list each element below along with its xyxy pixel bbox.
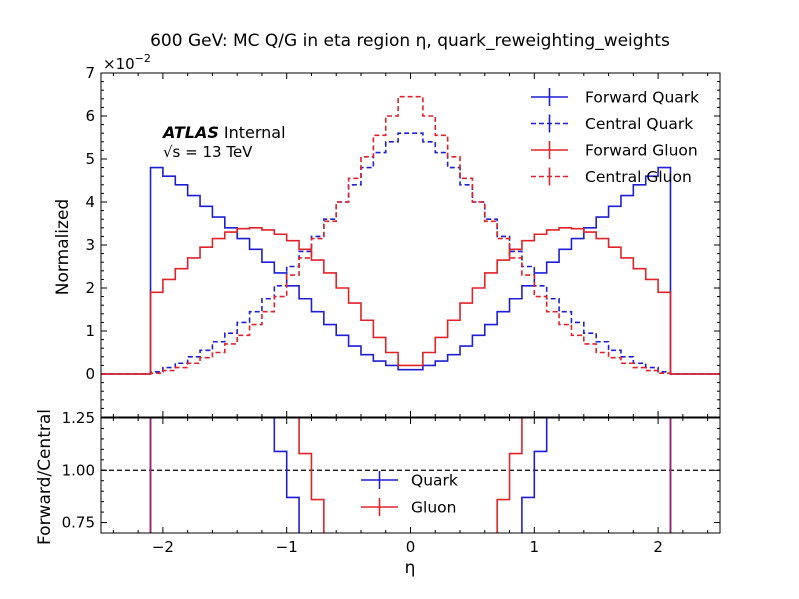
ratio-gluon-left	[298, 418, 325, 533]
legend-label: Central Gluon	[585, 168, 692, 186]
y-scale-label: ×10−2	[103, 52, 151, 73]
ratio-y-tick-label: 1.00	[62, 461, 95, 479]
ratio-y-tick-label: 1.25	[62, 409, 95, 427]
legend-label: Quark	[411, 472, 458, 490]
main-y-tick-label: 3	[85, 236, 95, 254]
legend-entry-central-gluon: Central Gluon	[531, 167, 692, 186]
atlas-label: ATLAS Internal	[161, 123, 286, 142]
x-tick-label: 2	[653, 538, 663, 556]
main-legend: Forward Quark Central Quark Forward Gluon C…	[531, 88, 699, 186]
x-tick-label: −1	[276, 538, 298, 556]
main-y-axis-label: Normalized	[53, 199, 73, 295]
ratio-legend: Quark Gluon	[361, 471, 458, 517]
legend-entry-forward-gluon: Forward Gluon	[531, 141, 698, 160]
main-y-tick-label: 6	[85, 107, 95, 125]
energy-label: √s = 13 TeV	[163, 143, 253, 161]
x-tick-label: 0	[406, 538, 416, 556]
ratio-quark-right	[521, 418, 548, 533]
series-forward-gluon	[101, 227, 720, 375]
legend-label: Gluon	[411, 499, 456, 517]
ratio-y-axis-label: Forward/Central	[35, 409, 55, 545]
legend-label: Forward Gluon	[585, 142, 698, 160]
x-tick-label: −2	[152, 538, 174, 556]
legend-entry-central-quark: Central Quark	[531, 114, 693, 133]
series-forward-quark	[101, 166, 720, 375]
x-axis-label: η	[405, 558, 416, 578]
legend-label: Central Quark	[585, 115, 693, 133]
ratio-y-tick-label: 0.75	[62, 514, 95, 532]
x-tick-label: 1	[530, 538, 540, 556]
x-axis: −2 −1 0 1 2	[112, 418, 709, 556]
main-plot-area	[101, 95, 720, 375]
main-y-tick-label: 7	[85, 64, 95, 82]
chart-title: 600 GeV: MC Q/G in eta region η, quark_r…	[150, 31, 670, 51]
legend-label: Forward Quark	[585, 89, 699, 107]
main-y-tick-label: 1	[85, 322, 95, 340]
energy-value: = 13 TeV	[180, 143, 253, 161]
ratio-gluon-right	[496, 418, 523, 533]
ratio-legend-entry-gluon: Gluon	[361, 498, 456, 517]
main-y-tick-label: 5	[85, 150, 95, 168]
series-central-gluon	[101, 95, 720, 375]
ratio-legend-entry-quark: Quark	[361, 471, 458, 490]
main-y-tick-label: 4	[85, 193, 95, 211]
ratio-quark-left	[273, 418, 300, 533]
main-y-tick-label: 0	[85, 365, 95, 383]
sqrt-s: √s	[163, 143, 181, 161]
legend-entry-forward-quark: Forward Quark	[531, 88, 699, 107]
atlas-brand: ATLAS	[161, 123, 219, 142]
main-y-tick-label: 2	[85, 279, 95, 297]
main-panel-frame	[100, 72, 721, 418]
ratio-plot-area	[101, 418, 720, 533]
atlas-internal: Internal	[224, 123, 286, 142]
ratio-y-axis: 0.75 1.00 1.25	[62, 409, 720, 534]
